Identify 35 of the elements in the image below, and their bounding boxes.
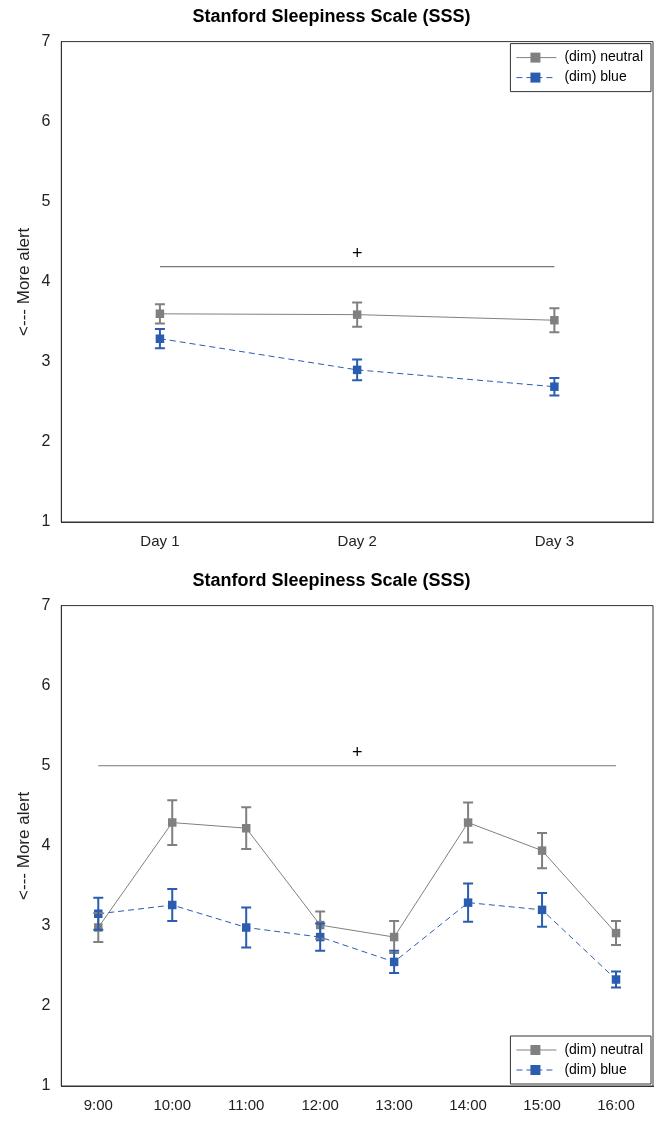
y-tick-label: 1 xyxy=(41,1076,51,1094)
x-tick-label: 10:00 xyxy=(153,1096,192,1114)
legend-label: (dim) neutral xyxy=(564,48,644,65)
ref-line-label: + xyxy=(351,242,363,263)
chart-title: Stanford Sleepiness Scale (SSS) xyxy=(192,569,471,590)
ref-line-label: + xyxy=(351,741,363,762)
y-tick-label: 2 xyxy=(41,996,51,1014)
y-tick-label: 3 xyxy=(41,916,51,934)
x-tick-label: Day 2 xyxy=(337,532,377,550)
y-tick-label: 5 xyxy=(41,192,51,210)
y-tick-label: 7 xyxy=(41,32,51,50)
y-tick-label: 6 xyxy=(41,112,51,130)
x-tick-label: 9:00 xyxy=(83,1096,113,1114)
x-tick-label: 12:00 xyxy=(301,1096,339,1114)
y-tick-label: 4 xyxy=(41,836,51,854)
x-tick-label: 11:00 xyxy=(227,1096,265,1114)
x-tick-label: 16:00 xyxy=(597,1096,635,1114)
legend-label: (dim) neutral xyxy=(564,1040,644,1057)
y-tick-label: 1 xyxy=(41,512,51,530)
legend-label: (dim) blue xyxy=(564,1060,627,1077)
x-tick-label: Day 1 xyxy=(140,532,180,550)
legend-label: (dim) blue xyxy=(564,68,627,85)
y-tick-label: 3 xyxy=(41,352,51,370)
y-tick-label: 5 xyxy=(41,756,51,774)
y-tick-label: 2 xyxy=(41,432,51,450)
y-axis-title: <--- More alert xyxy=(13,791,33,900)
y-tick-label: 7 xyxy=(41,596,51,614)
y-tick-label: 4 xyxy=(41,272,51,290)
x-tick-label: 15:00 xyxy=(523,1096,561,1114)
x-tick-label: 13:00 xyxy=(375,1096,413,1114)
y-tick-label: 6 xyxy=(41,676,51,694)
x-tick-label: 14:00 xyxy=(449,1096,487,1114)
chart-title: Stanford Sleepiness Scale (SSS) xyxy=(192,5,471,26)
y-axis-title: <--- More alert xyxy=(13,227,33,336)
x-tick-label: Day 3 xyxy=(534,532,574,550)
